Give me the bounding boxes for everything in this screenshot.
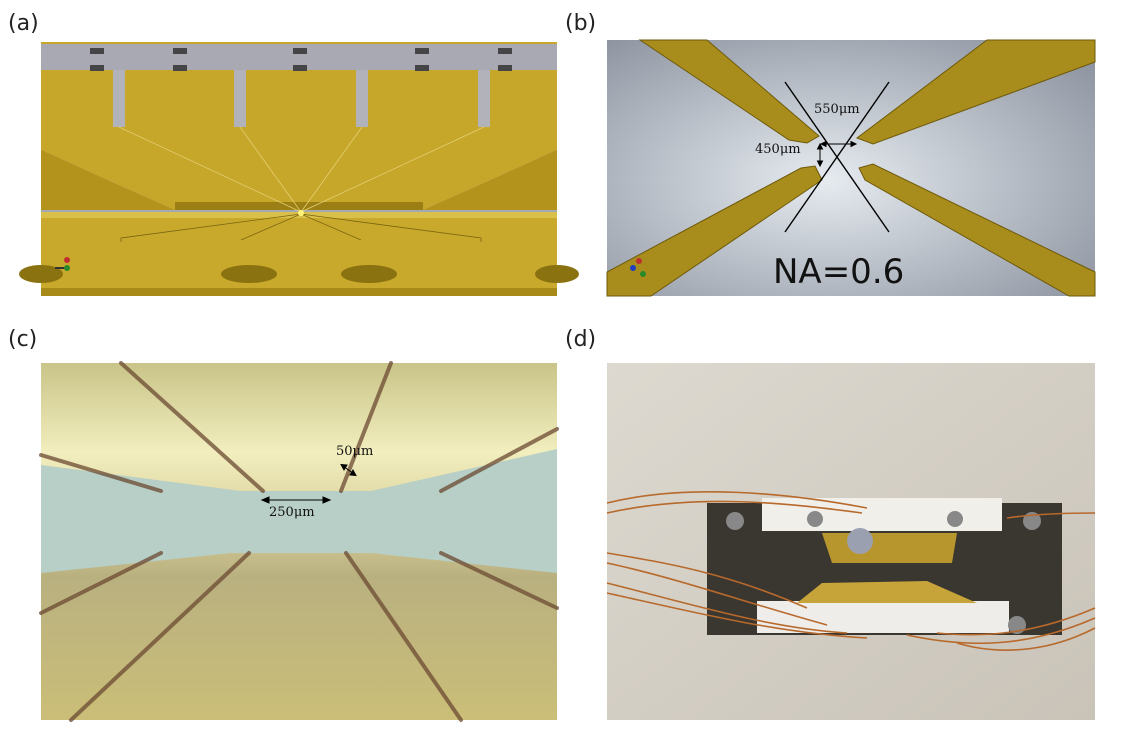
- panel-label: (c): [8, 327, 37, 352]
- panel-label: (b): [565, 11, 596, 36]
- panel-a-render-g-rect: [234, 70, 246, 127]
- annotation: 250μm: [269, 505, 315, 520]
- panel-a-render-circle: [298, 210, 304, 216]
- figure: (a) (b) (c) (d): [0, 0, 1123, 751]
- panel-a-render-g-rect: [293, 65, 307, 71]
- annotation: 50μm: [336, 444, 373, 459]
- panel-a-render-g-ellipse: [221, 265, 277, 283]
- panel-d-photo-g-circle: [807, 511, 823, 527]
- panel-a-render-rect: [41, 218, 557, 296]
- panel-d-photo-g-circle: [726, 512, 744, 530]
- panel-a-render-g-rect: [113, 70, 125, 127]
- annotation: NA=0.6: [773, 252, 904, 292]
- panel-a-render-g-rect: [90, 65, 104, 71]
- panel-b-render-circle: [630, 265, 636, 271]
- panel-c-photo: 50μm 250μm: [41, 363, 557, 720]
- panel-a-render-g-rect: [415, 48, 429, 54]
- panel-a-render-g-rect: [356, 70, 368, 127]
- panel-a-render-g-ellipse: [535, 265, 579, 283]
- panel-d-photo-rect: [757, 601, 1009, 633]
- panel-a-render-g-ellipse: [341, 265, 397, 283]
- panel-d-photo-g-circle: [947, 511, 963, 527]
- panel-d-photo-polygon: [822, 533, 957, 563]
- panel-a-render-g-rect: [173, 65, 187, 71]
- panel-a-render-rect: [41, 288, 557, 296]
- panel-a-render-g-rect: [498, 48, 512, 54]
- panel-a-render-g-rect: [498, 65, 512, 71]
- panel-a-render-g-rect: [173, 48, 187, 54]
- panel-d-photo: [607, 363, 1095, 720]
- panel-d-photo-circle: [847, 528, 873, 554]
- panel-b-render-circle: [640, 271, 646, 277]
- panel-label: (a): [8, 11, 39, 36]
- panel-b-render: 550μm 450μm NA=0.6: [607, 40, 1095, 296]
- panel-a-render-g-rect: [478, 70, 490, 127]
- panel-a-render-g-rect: [90, 48, 104, 54]
- annotation: 450μm: [755, 142, 801, 157]
- panel-a-render-g-rect: [293, 48, 307, 54]
- panel-a-render-g-circle: [64, 265, 70, 271]
- panel-label: (d): [565, 327, 596, 352]
- panel-a-render: [19, 42, 579, 296]
- panel-d-photo-rect: [762, 498, 1002, 531]
- panel-a-render-g-rect: [415, 65, 429, 71]
- panel-b-render-circle: [636, 258, 642, 264]
- annotation: 550μm: [814, 102, 860, 117]
- panel-a-render-g-circle: [64, 257, 70, 263]
